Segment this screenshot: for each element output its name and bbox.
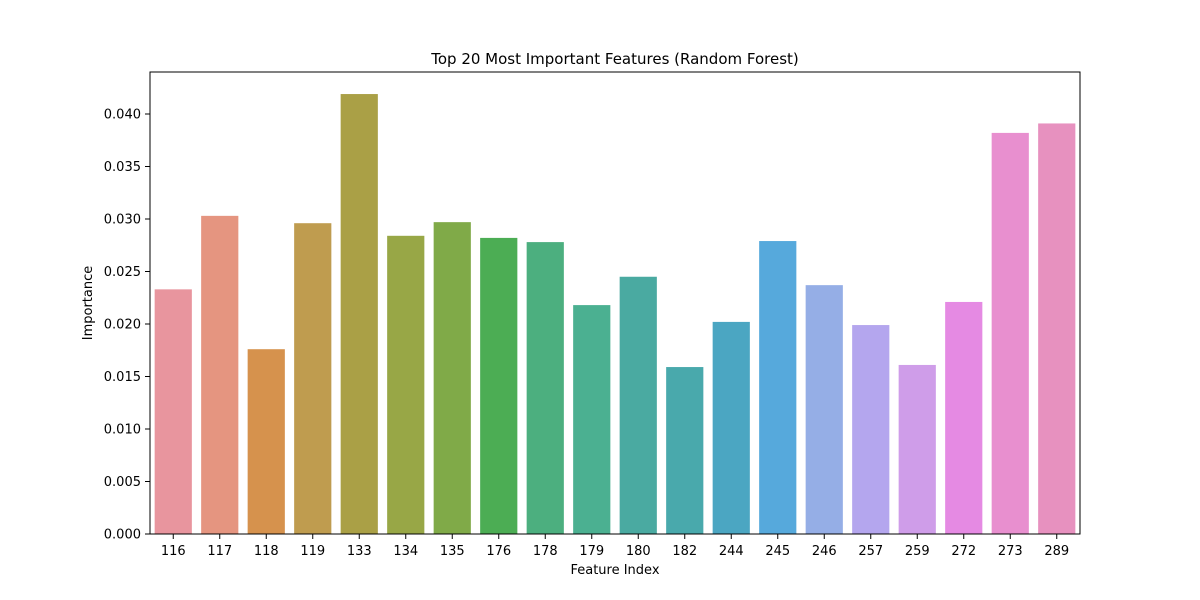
x-tick-label: 176 xyxy=(486,544,511,559)
x-tick-label: 246 xyxy=(812,544,837,559)
x-tick-label: 180 xyxy=(626,544,651,559)
x-tick-label: 134 xyxy=(393,544,418,559)
y-tick-label: 0.040 xyxy=(104,108,141,123)
y-tick-label: 0.010 xyxy=(104,423,141,438)
y-tick-label: 0.025 xyxy=(104,265,141,280)
x-tick-label: 244 xyxy=(719,544,744,559)
x-tick-label: 272 xyxy=(951,544,976,559)
x-tick-label: 117 xyxy=(207,544,232,559)
bar-176 xyxy=(480,237,518,534)
bar-134 xyxy=(387,235,425,535)
bar-180 xyxy=(619,276,657,534)
bar-118 xyxy=(247,349,285,534)
bar-273 xyxy=(991,132,1029,534)
y-axis-label: Importance xyxy=(81,266,96,341)
x-tick-label: 273 xyxy=(998,544,1023,559)
bar-245 xyxy=(759,241,797,535)
y-axis: 0.000 0.005 0.010 0.015 0.020 0.025 0.030 0.035… xyxy=(104,108,150,543)
x-tick-label: 119 xyxy=(300,544,325,559)
bar-182 xyxy=(666,367,704,534)
x-tick-label: 257 xyxy=(858,544,883,559)
x-tick-label: 245 xyxy=(765,544,790,559)
x-tick-label: 182 xyxy=(672,544,697,559)
bar-116 xyxy=(154,289,192,534)
bar-178 xyxy=(526,242,564,534)
x-tick-label: 178 xyxy=(533,544,558,559)
y-tick-label: 0.005 xyxy=(104,475,141,490)
bar-117 xyxy=(201,215,239,534)
y-tick-label: 0.000 xyxy=(104,528,141,543)
y-tick-label: 0.020 xyxy=(104,318,141,333)
bar-246 xyxy=(805,285,843,534)
bars-group xyxy=(154,94,1076,535)
x-tick-label: 179 xyxy=(579,544,604,559)
x-tick-label: 116 xyxy=(161,544,186,559)
y-tick-label: 0.015 xyxy=(104,370,141,385)
x-tick-label: 259 xyxy=(905,544,930,559)
bar-289 xyxy=(1038,123,1076,534)
x-tick-label: 118 xyxy=(254,544,279,559)
x-tick-label: 289 xyxy=(1044,544,1069,559)
x-axis: 116 117 118 119 133 134 135 176 178 179 180 182 244 2… xyxy=(161,534,1069,559)
chart-title: Top 20 Most Important Features (Random F… xyxy=(430,50,799,68)
x-axis-label: Feature Index xyxy=(570,563,659,578)
bar-119 xyxy=(294,223,332,534)
bar-259 xyxy=(898,364,936,534)
bar-179 xyxy=(573,305,611,534)
y-tick-label: 0.030 xyxy=(104,213,141,228)
bar-272 xyxy=(945,301,983,534)
y-tick-label: 0.035 xyxy=(104,160,141,175)
bar-257 xyxy=(852,325,890,534)
bar-244 xyxy=(712,321,750,534)
bar-133 xyxy=(340,94,378,535)
x-tick-label: 133 xyxy=(347,544,372,559)
x-tick-label: 135 xyxy=(440,544,465,559)
bar-135 xyxy=(433,222,471,534)
plot-frame xyxy=(149,71,1081,535)
